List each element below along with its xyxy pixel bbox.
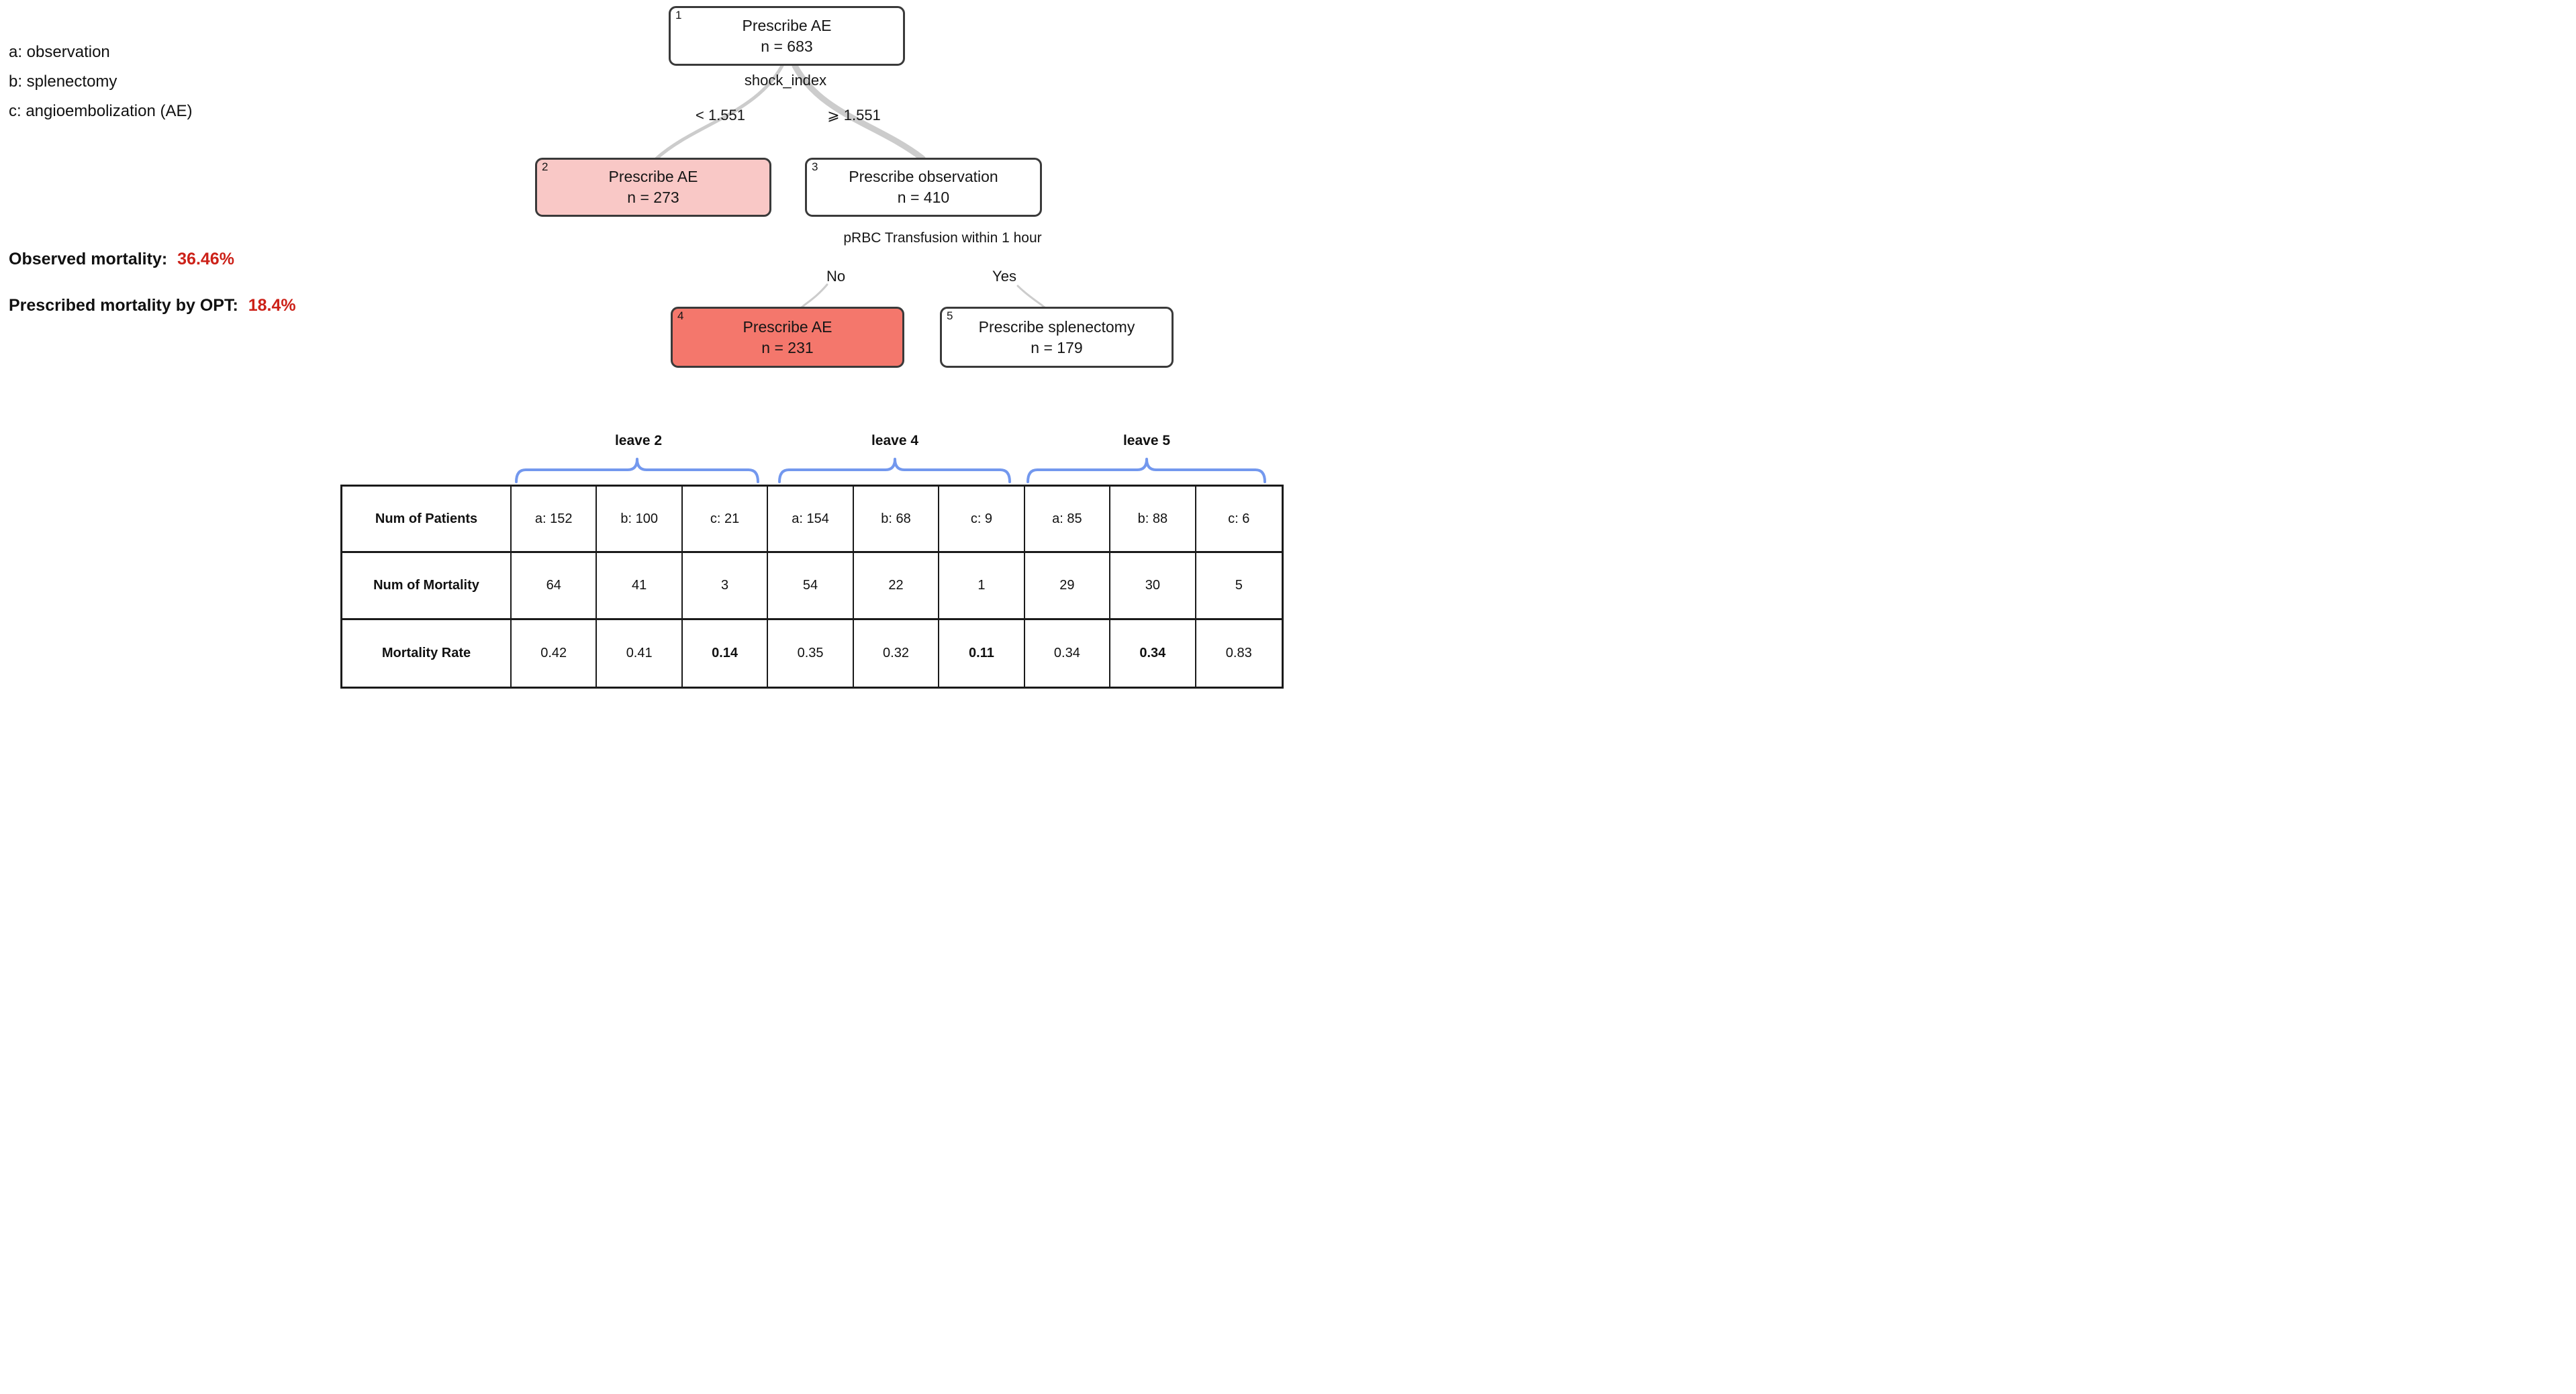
- node-2-count: n = 273: [627, 189, 679, 206]
- table-cell: b: 88: [1110, 487, 1196, 554]
- split-feature-shock-index: shock_index: [744, 72, 827, 89]
- node-5-count: n = 179: [1031, 338, 1083, 356]
- table-cell: 29: [1024, 553, 1111, 620]
- node-3-count: n = 410: [897, 189, 950, 206]
- node-4-title: Prescribe AE: [743, 317, 832, 336]
- tree-node-4: 4 Prescribe AE n = 231: [671, 307, 904, 368]
- node-1-count: n = 683: [761, 37, 813, 55]
- observed-mortality-line: Observed mortality: 36.46%: [9, 250, 234, 269]
- node-5-title: Prescribe splenectomy: [978, 317, 1135, 336]
- row-header-num-of-mortality: Num of Mortality: [342, 553, 512, 620]
- table-cell: 22: [853, 553, 940, 620]
- node-3-number: 3: [812, 160, 818, 173]
- node-3-title: Prescribe observation: [849, 168, 998, 185]
- edge-label-lt-1551: < 1.551: [695, 107, 746, 123]
- brace-leave-4: [778, 458, 1011, 483]
- legend-item-a: a: observation: [9, 43, 110, 61]
- table-cell: 64: [512, 553, 598, 620]
- table-cell: 3: [682, 553, 769, 620]
- node-1-title: Prescribe AE: [742, 16, 832, 34]
- node-4-count: n = 231: [761, 338, 814, 356]
- table-cell: 0.32: [854, 619, 940, 687]
- prescribed-mortality-line: Prescribed mortality by OPT: 18.4%: [9, 296, 296, 315]
- node-2-number: 2: [542, 160, 548, 173]
- tree-edges-and-braces: [515, 62, 1266, 483]
- node-5-number: 5: [947, 309, 953, 322]
- table-cell: 0.35: [768, 619, 854, 687]
- edge-node3-node4: [800, 283, 828, 309]
- group-label-leave-4: leave 4: [871, 433, 919, 448]
- edge-node1-node2: [655, 64, 784, 160]
- table-cell: c: 6: [1196, 487, 1282, 554]
- node-1-number: 1: [675, 9, 682, 21]
- edge-node3-node5: [1016, 285, 1046, 309]
- group-label-leave-2: leave 2: [614, 433, 663, 448]
- row-header-num-of-patients: Num of Patients: [342, 487, 512, 554]
- brace-leave-5: [1027, 458, 1266, 483]
- table-cell: a: 85: [1024, 487, 1111, 554]
- tree-node-2: 2 Prescribe AE n = 273: [535, 158, 771, 217]
- table-cell: 1: [939, 553, 1025, 620]
- table-cell: 0.42: [512, 619, 598, 687]
- edge-node1-node3: [792, 62, 926, 162]
- table-cell: 0.41: [597, 619, 683, 687]
- figure-canvas: a: observation b: splenectomy c: angioem…: [0, 0, 1288, 697]
- tree-node-3: 3 Prescribe observation n = 410: [805, 158, 1042, 217]
- treatment-legend: a: observation b: splenectomy c: angioem…: [9, 38, 192, 126]
- prescribed-mortality-value: 18.4%: [248, 296, 296, 315]
- observed-mortality-value: 36.46%: [177, 250, 234, 268]
- legend-item-b: b: splenectomy: [9, 72, 117, 91]
- group-label-leave-5: leave 5: [1123, 433, 1171, 448]
- table-cell: 0.83: [1225, 645, 1252, 660]
- observed-mortality-label: Observed mortality:: [9, 250, 168, 268]
- table-cell: c: 9: [939, 487, 1025, 554]
- tree-node-5: 5 Prescribe splenectomy n = 179: [940, 307, 1174, 368]
- node-2-title: Prescribe AE: [608, 168, 698, 185]
- edge-label-yes: Yes: [992, 268, 1016, 285]
- table-cell: c: 21: [682, 487, 769, 554]
- row-header-mortality-rate: Mortality Rate: [342, 619, 512, 687]
- brace-leave-2: [515, 458, 759, 483]
- results-table: Num of Patients a: 152 b: 100 c: 21 a: 1…: [340, 485, 1284, 689]
- table-cell: 54: [768, 553, 854, 620]
- tree-node-1: 1 Prescribe AE n = 683: [669, 6, 905, 66]
- legend-item-c: c: angioembolization (AE): [9, 102, 193, 120]
- table-cell: 0.34: [1110, 619, 1196, 687]
- prescribed-mortality-label: Prescribed mortality by OPT:: [9, 296, 238, 315]
- table-cell: b: 100: [597, 487, 683, 554]
- table-cell: a: 152: [512, 487, 598, 554]
- split-feature-prbc-transfusion: pRBC Transfusion within 1 hour: [843, 230, 1042, 246]
- node-4-number: 4: [677, 309, 684, 322]
- table-cell: b: 68: [853, 487, 940, 554]
- table-cell: 41: [597, 553, 683, 620]
- table-cell: 0.11: [939, 619, 1025, 687]
- table-cell: 0.34: [1025, 619, 1111, 687]
- table-cell: 5: [1196, 553, 1282, 620]
- edge-label-no: No: [826, 268, 846, 285]
- table-cell: a: 154: [768, 487, 854, 554]
- table-cell: 0.14: [683, 619, 769, 687]
- edge-label-ge-1551: ⩾ 1.551: [827, 107, 881, 123]
- table-cell: 30: [1110, 553, 1196, 620]
